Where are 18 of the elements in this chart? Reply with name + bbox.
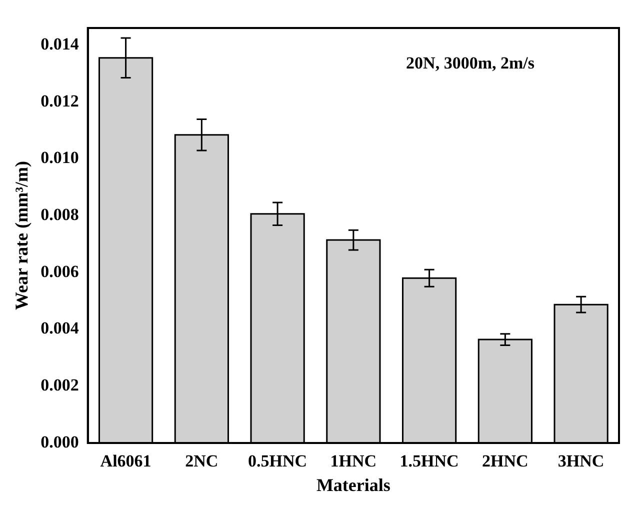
x-axis-title: Materials bbox=[316, 474, 390, 495]
x-tick-label: 2HNC bbox=[482, 452, 528, 471]
x-tick-label: 1.5HNC bbox=[400, 452, 459, 471]
x-tick-label: 3HNC bbox=[558, 452, 604, 471]
y-tick-label: 0.000 bbox=[40, 432, 79, 452]
x-tick-label: Al6061 bbox=[100, 452, 152, 471]
y-tick-label: 0.012 bbox=[40, 91, 79, 110]
y-tick-label: 0.004 bbox=[40, 318, 80, 338]
y-tick-label: 0.014 bbox=[40, 34, 80, 54]
y-axis-title: Wear rate (mm³/m) bbox=[11, 160, 32, 310]
y-tick-label: 0.002 bbox=[40, 376, 79, 395]
y-tick-label: 0.006 bbox=[40, 262, 79, 281]
y-tick-label: 0.010 bbox=[40, 148, 79, 168]
x-tick-label: 2NC bbox=[185, 452, 218, 471]
y-tick-label: 0.008 bbox=[40, 204, 79, 224]
x-tick-label: 0.5HNC bbox=[248, 452, 308, 471]
x-tick-label: 1HNC bbox=[330, 452, 377, 471]
annotation: 20N, 3000m, 2m/s bbox=[406, 53, 535, 72]
